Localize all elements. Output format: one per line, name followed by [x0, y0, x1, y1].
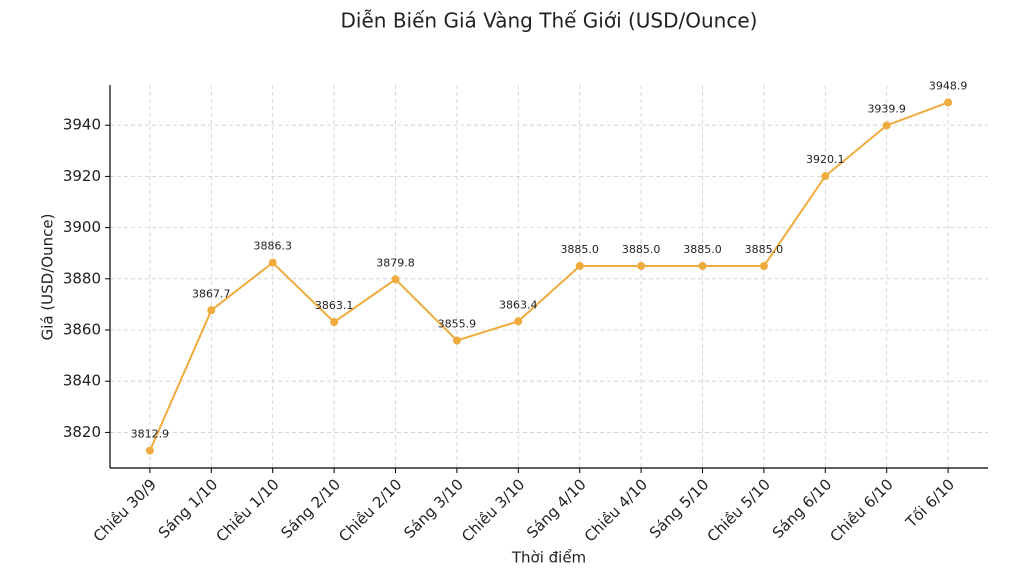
value-label: 3948.9: [929, 79, 968, 92]
point: [575, 262, 584, 271]
point: [637, 262, 646, 271]
y-tick-label: 3900: [63, 218, 101, 236]
value-label: 3855.9: [438, 318, 477, 331]
y-axis-label: Giá (USD/Ounce): [39, 214, 57, 341]
point: [330, 318, 339, 327]
point: [514, 317, 523, 326]
x-tick-label: Chiều 2/10: [335, 475, 405, 545]
point: [882, 121, 891, 130]
chart-title: Diễn Biến Giá Vàng Thế Giới (USD/Ounce): [341, 9, 758, 33]
value-label: 3920.1: [806, 153, 845, 166]
point: [759, 262, 768, 271]
point: [452, 336, 461, 345]
value-label: 3885.0: [622, 243, 661, 256]
x-tick-label: Sáng 6/10: [769, 475, 836, 542]
point: [268, 258, 277, 267]
point: [821, 172, 830, 181]
line: [148, 101, 949, 451]
value-label: 3863.4: [499, 298, 538, 311]
x-tick-label: Chiều 6/10: [826, 475, 896, 545]
x-tick-label: Chiều 4/10: [581, 475, 651, 545]
x-tick-label: Chiều 3/10: [458, 475, 528, 545]
x-tick-label: Tối 6/10: [902, 475, 959, 532]
value-label: 3885.0: [683, 243, 722, 256]
x-tick-label: Sáng 5/10: [646, 475, 713, 542]
value-label: 3812.9: [131, 428, 170, 441]
value-label: 3867.7: [192, 287, 231, 300]
x-tick-label: Sáng 3/10: [400, 475, 467, 542]
value-label: 3879.8: [376, 256, 415, 269]
y-tick-label: 3880: [63, 269, 101, 287]
point: [145, 446, 154, 455]
value-label: 3863.1: [315, 299, 354, 312]
value-label: 3885.0: [560, 243, 599, 256]
value-label: 3885.0: [745, 243, 784, 256]
x-tick-label: Sáng 4/10: [523, 475, 590, 542]
x-tick-label: Chiều 5/10: [704, 475, 774, 545]
point: [207, 306, 216, 315]
point: [698, 262, 707, 271]
x-tick-label: Chiều 30/9: [90, 475, 160, 545]
x-tick-label: Chiều 1/10: [212, 475, 282, 545]
y-tick-label: 3820: [63, 423, 101, 441]
point: [391, 275, 400, 284]
value-label: 3939.9: [867, 102, 906, 115]
value-label: 3886.3: [253, 240, 292, 253]
y-tick-label: 3920: [63, 167, 101, 185]
x-tick-label: Sáng 1/10: [155, 475, 222, 542]
x-tick-label: Sáng 2/10: [278, 475, 345, 542]
x-axis-label: Thời điểm: [511, 549, 586, 567]
point: [944, 98, 953, 107]
y-tick-label: 3860: [63, 321, 101, 339]
y-tick-label: 3840: [63, 372, 101, 390]
y-tick-label: 3940: [63, 116, 101, 134]
